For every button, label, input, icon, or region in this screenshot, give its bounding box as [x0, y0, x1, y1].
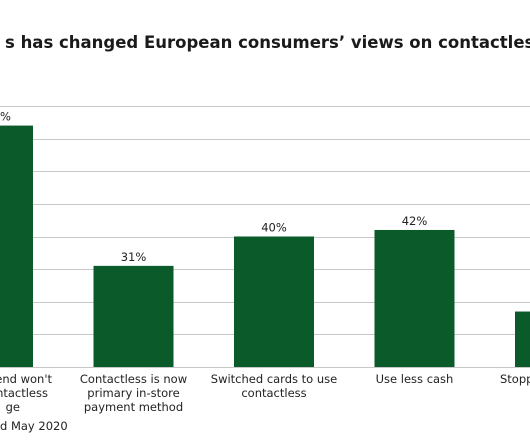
chart-title: s has changed European consumers’ views …	[5, 33, 530, 52]
bar	[374, 229, 455, 367]
x-tick-label: Switched cards to use contactless	[211, 372, 337, 400]
x-tick-label: Use less cash	[376, 372, 454, 386]
value-label: 40%	[261, 221, 287, 235]
value-label: 31%	[121, 250, 147, 264]
value-label: %	[0, 110, 11, 124]
bar	[515, 311, 530, 367]
x-tick-label: Stopp	[500, 372, 530, 386]
bar	[93, 265, 174, 367]
bar	[0, 125, 33, 367]
source-note: d May 2020	[0, 419, 68, 433]
x-tick-label: Contactless is now primary in-store paymen…	[80, 372, 187, 414]
bar	[234, 236, 314, 367]
x-tick-label: end won't ntactless ge	[0, 372, 52, 414]
value-label: 42%	[402, 214, 428, 228]
